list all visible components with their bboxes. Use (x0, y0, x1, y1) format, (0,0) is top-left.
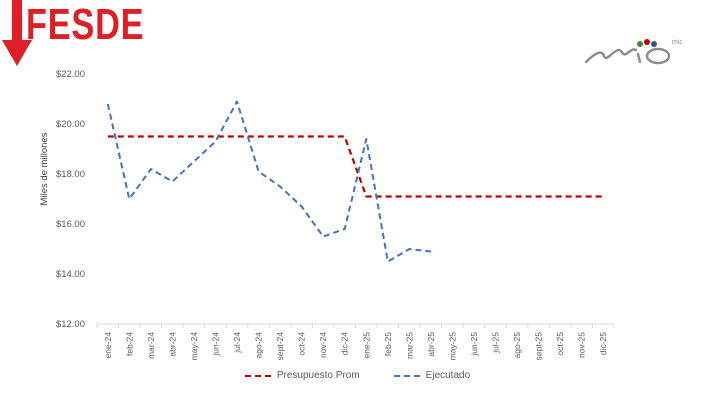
x-tick-label: sept-25 (534, 332, 544, 361)
x-tick-label: nov-24 (318, 332, 328, 358)
x-tick-label: ene-24 (103, 332, 113, 359)
y-tick-label: $22.00 (56, 69, 85, 80)
x-tick-label: oct-24 (297, 332, 307, 356)
x-tick-label: mar-24 (146, 332, 156, 359)
chart-legend: Presupuesto Prom Ejecutado (0, 370, 715, 381)
y-tick-label: $14.00 (56, 269, 85, 280)
x-tick-label: jun-25 (469, 332, 479, 357)
legend-label-presupuesto: Presupuesto Prom (276, 370, 360, 381)
x-tick-label: may-25 (447, 332, 457, 361)
series-line-ejecutado (106, 100, 432, 263)
x-tick-label: may-24 (189, 332, 199, 361)
down-arrow-icon (2, 0, 32, 66)
x-tick-label: dic-25 (598, 332, 608, 355)
y-tick-label: $18.00 (56, 169, 85, 180)
x-tick-label: abr-24 (167, 332, 177, 357)
y-tick-label: $16.00 (56, 219, 85, 230)
x-tick-label: jul-25 (491, 332, 501, 354)
x-tick-label: oct-25 (555, 332, 565, 356)
x-tick-label: jul-24 (232, 332, 242, 354)
x-tick-label: feb-25 (383, 332, 393, 356)
x-tick-label: sept-24 (275, 332, 285, 361)
legend-swatch-presupuesto (244, 374, 271, 377)
brand-logo-text: mio (672, 39, 682, 46)
x-tick-label: ene-25 (361, 332, 371, 359)
brand-logo: mio (584, 39, 682, 65)
x-tick-label: feb-24 (124, 332, 134, 356)
legend-swatch-ejecutado (393, 374, 420, 377)
x-tick-label: mar-25 (404, 332, 414, 359)
legend-label-ejecutado: Ejecutado (425, 370, 471, 381)
y-axis-label: Miles de millones (39, 132, 50, 205)
y-tick-label: $12.00 (56, 319, 85, 330)
x-tick-label: nov-25 (577, 332, 587, 358)
fesde-title: FESDE (26, 0, 145, 49)
y-tick-label: $20.00 (56, 119, 85, 130)
x-tick-label: abr-25 (426, 332, 436, 357)
legend-item-ejecutado: Ejecutado (393, 370, 471, 381)
x-tick-label: dic-24 (340, 332, 350, 355)
series-line-presupuesto (107, 135, 604, 198)
x-tick-label: ago-25 (512, 332, 522, 359)
x-tick-label: ago-24 (254, 332, 264, 359)
x-tick-label: jun-24 (210, 332, 220, 357)
legend-item-presupuesto: Presupuesto Prom (244, 370, 360, 381)
